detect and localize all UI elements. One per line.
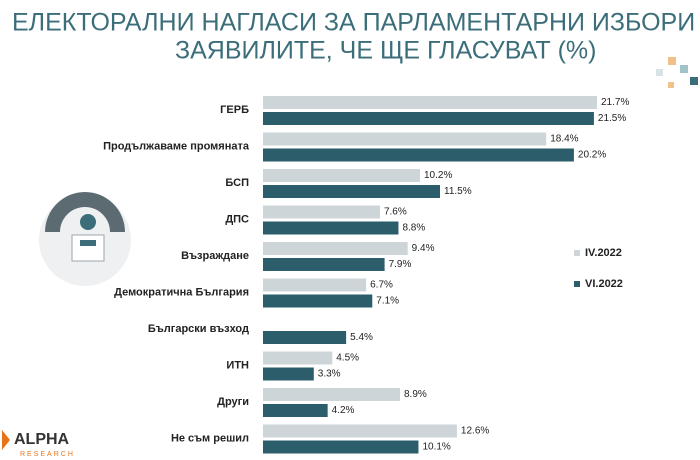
logo-sub: RESEARCH [20, 451, 75, 458]
bar [263, 331, 347, 344]
bar [263, 169, 420, 182]
bar [263, 96, 597, 109]
value-label: 6.7% [370, 280, 393, 291]
value-label: 18.4% [550, 134, 578, 145]
bar [263, 440, 419, 454]
value-label: 10.1% [422, 442, 450, 453]
value-label: 7.1% [376, 296, 399, 307]
logo-name: ALPHA [14, 431, 70, 448]
bar [263, 424, 457, 438]
category-label: Възраждане [181, 250, 249, 262]
value-label: 7.6% [384, 207, 407, 218]
bar [263, 294, 373, 308]
bar [263, 258, 385, 271]
bar [263, 351, 333, 365]
decoration [2, 57, 698, 450]
legend-label: VI.2022 [585, 278, 623, 290]
category-label: Продължаваме промяната [103, 140, 250, 152]
value-label: 4.5% [336, 353, 359, 364]
value-label: 20.2% [578, 150, 606, 161]
value-label: 8.9% [404, 389, 427, 400]
bar [263, 132, 547, 146]
bar [263, 278, 367, 292]
category-label: Демократична България [114, 286, 249, 298]
bar [263, 404, 328, 417]
category-label: БСП [225, 177, 249, 189]
value-label: 7.9% [389, 259, 412, 270]
bar [263, 148, 574, 162]
category-label: ИТН [226, 359, 249, 371]
value-label: 3.3% [318, 369, 341, 380]
value-label: 8.8% [402, 223, 425, 234]
value-label: 10.2% [424, 170, 452, 181]
category-label: Не съм решил [171, 432, 249, 444]
value-label: 21.5% [598, 113, 626, 124]
value-label: 5.4% [350, 332, 373, 343]
legend-swatch [574, 281, 580, 287]
bar [263, 242, 408, 255]
legend-label: IV.2022 [585, 247, 622, 259]
value-label: 11.5% [444, 186, 472, 197]
bar [263, 367, 314, 381]
bar [263, 112, 594, 125]
legend-swatch [574, 250, 580, 256]
value-label: 4.2% [332, 405, 355, 416]
bar [263, 185, 441, 198]
bar [263, 221, 399, 235]
category-label: ГЕРБ [220, 104, 249, 116]
value-label: 12.6% [461, 426, 489, 437]
chart-title: ЕЛЕКТОРАЛНИ НАГЛАСИ ЗА ПАРЛАМЕНТАРНИ ИЗБ… [12, 9, 700, 37]
category-label: Български възход [148, 323, 249, 335]
value-label: 9.4% [412, 243, 435, 254]
chart-title: ЗАЯВИЛИТЕ, ЧЕ ЩЕ ГЛАСУВАТ (%) [175, 37, 596, 65]
category-label: ДПС [225, 213, 249, 225]
category-label: Други [217, 396, 249, 408]
bar [263, 388, 400, 401]
value-label: 21.7% [601, 97, 629, 108]
bar [263, 205, 380, 219]
